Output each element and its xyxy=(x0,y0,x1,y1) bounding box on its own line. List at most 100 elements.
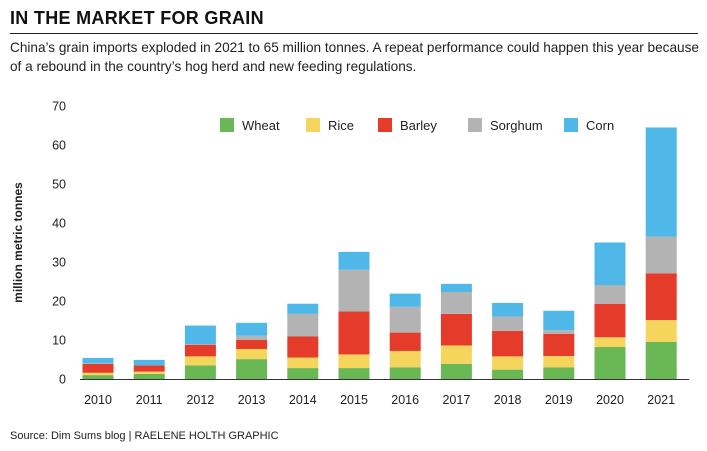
bar-wheat-2015 xyxy=(338,368,370,379)
x-tick-label: 2019 xyxy=(545,393,573,407)
y-tick-label: 10 xyxy=(52,334,66,348)
bar-sorghum-2020 xyxy=(594,285,626,304)
bar-stack-2020 xyxy=(594,242,626,379)
bar-wheat-2012 xyxy=(184,365,216,379)
bar-corn-2011 xyxy=(133,359,165,366)
bar-corn-2019 xyxy=(543,310,575,331)
bar-rice-2016 xyxy=(389,350,421,368)
bar-rice-2012 xyxy=(184,356,216,366)
legend-item-barley: Barley xyxy=(378,118,437,133)
bar-corn-2012 xyxy=(184,325,216,345)
legend-item-sorghum: Sorghum xyxy=(468,118,543,133)
bar-corn-2021 xyxy=(645,127,677,237)
legend-swatch xyxy=(378,118,392,132)
legend-swatch xyxy=(564,118,578,132)
bar-wheat-2017 xyxy=(440,363,472,379)
chart-subtitle: China’s grain imports exploded in 2021 t… xyxy=(10,40,699,74)
bar-stack-2011 xyxy=(133,359,165,379)
bar-rice-2021 xyxy=(645,320,677,342)
bar-corn-2020 xyxy=(594,242,626,286)
bar-sorghum-2018 xyxy=(492,316,524,332)
bar-wheat-2020 xyxy=(594,347,626,379)
y-tick-label: 40 xyxy=(52,217,66,231)
bar-rice-2014 xyxy=(287,357,319,369)
bar-wheat-2010 xyxy=(82,375,114,379)
bar-barley-2010 xyxy=(82,363,114,373)
bar-wheat-2011 xyxy=(133,373,165,379)
x-tick-label: 2021 xyxy=(647,393,675,407)
bar-rice-2020 xyxy=(594,337,626,348)
bar-barley-2017 xyxy=(440,313,472,346)
x-tick-label: 2016 xyxy=(391,393,419,407)
y-tick-label: 60 xyxy=(52,139,66,153)
bar-barley-2018 xyxy=(492,331,524,357)
bar-corn-2017 xyxy=(440,283,472,293)
bar-barley-2014 xyxy=(287,336,319,358)
legend-item-corn: Corn xyxy=(564,118,614,133)
bar-rice-2017 xyxy=(440,345,472,364)
bar-wheat-2021 xyxy=(645,341,677,379)
bar-barley-2016 xyxy=(389,332,421,351)
bar-wheat-2019 xyxy=(543,367,575,379)
title-rule xyxy=(10,33,698,34)
bar-stack-2019 xyxy=(543,310,575,379)
legend-label: Corn xyxy=(586,118,614,133)
legend-swatch xyxy=(306,118,320,132)
bar-sorghum-2015 xyxy=(338,269,370,312)
bar-stack-2016 xyxy=(389,293,421,379)
x-tick-label: 2014 xyxy=(289,393,317,407)
legend-label: Sorghum xyxy=(490,118,543,133)
bar-barley-2013 xyxy=(236,340,268,349)
bars xyxy=(82,127,677,379)
y-tick-label: 0 xyxy=(59,373,66,387)
bar-barley-2021 xyxy=(645,273,677,321)
legend-item-rice: Rice xyxy=(306,118,354,133)
bar-rice-2019 xyxy=(543,355,575,368)
y-axis-label: million metric tonnes xyxy=(11,182,25,303)
x-tick-label: 2013 xyxy=(238,393,266,407)
bar-corn-2010 xyxy=(82,357,114,364)
bar-barley-2019 xyxy=(543,333,575,356)
bar-wheat-2013 xyxy=(236,359,268,379)
bar-barley-2020 xyxy=(594,303,626,338)
y-tick-label: 70 xyxy=(52,100,66,114)
bar-sorghum-2019 xyxy=(543,330,575,334)
bar-sorghum-2016 xyxy=(389,306,421,333)
x-axis-ticks: 2010 2011 2012 2013 2014 2015 2016 2017 2018 2019… xyxy=(84,393,675,407)
x-tick-label: 2018 xyxy=(494,393,522,407)
x-tick-label: 2012 xyxy=(186,393,214,407)
bar-corn-2016 xyxy=(389,293,421,307)
y-tick-label: 30 xyxy=(52,256,66,270)
bar-stack-2010 xyxy=(82,357,114,379)
bar-wheat-2018 xyxy=(492,369,524,379)
legend-label: Rice xyxy=(328,118,354,133)
bar-stack-2014 xyxy=(287,303,319,379)
x-tick-label: 2011 xyxy=(136,393,163,407)
x-tick-label: 2015 xyxy=(340,393,368,407)
legend-swatch xyxy=(468,118,482,132)
y-tick-label: 20 xyxy=(52,295,66,309)
bar-corn-2014 xyxy=(287,303,319,314)
x-tick-label: 2020 xyxy=(596,393,624,407)
bar-rice-2011 xyxy=(133,371,165,374)
bar-corn-2018 xyxy=(492,302,524,317)
bar-rice-2018 xyxy=(492,356,524,370)
bar-barley-2012 xyxy=(184,344,216,357)
bar-wheat-2016 xyxy=(389,367,421,379)
bar-stack-2017 xyxy=(440,283,472,379)
legend: Wheat Rice Barley Sorghum Corn xyxy=(220,118,614,133)
bar-corn-2013 xyxy=(236,322,268,336)
bar-sorghum-2017 xyxy=(440,292,472,314)
x-tick-label: 2010 xyxy=(84,393,112,407)
bar-rice-2015 xyxy=(338,354,370,369)
legend-label: Wheat xyxy=(242,118,280,133)
bar-barley-2015 xyxy=(338,311,370,355)
x-tick-label: 2017 xyxy=(442,393,470,407)
source-credit: Source: Dim Sums blog | RAELENE HOLTH GR… xyxy=(10,430,279,442)
legend-label: Barley xyxy=(400,118,437,133)
y-axis-ticks: 0 10 20 30 40 50 60 70 xyxy=(52,100,66,387)
legend-swatch xyxy=(220,118,234,132)
bar-stack-2012 xyxy=(184,325,216,379)
bar-stack-2015 xyxy=(338,251,370,379)
